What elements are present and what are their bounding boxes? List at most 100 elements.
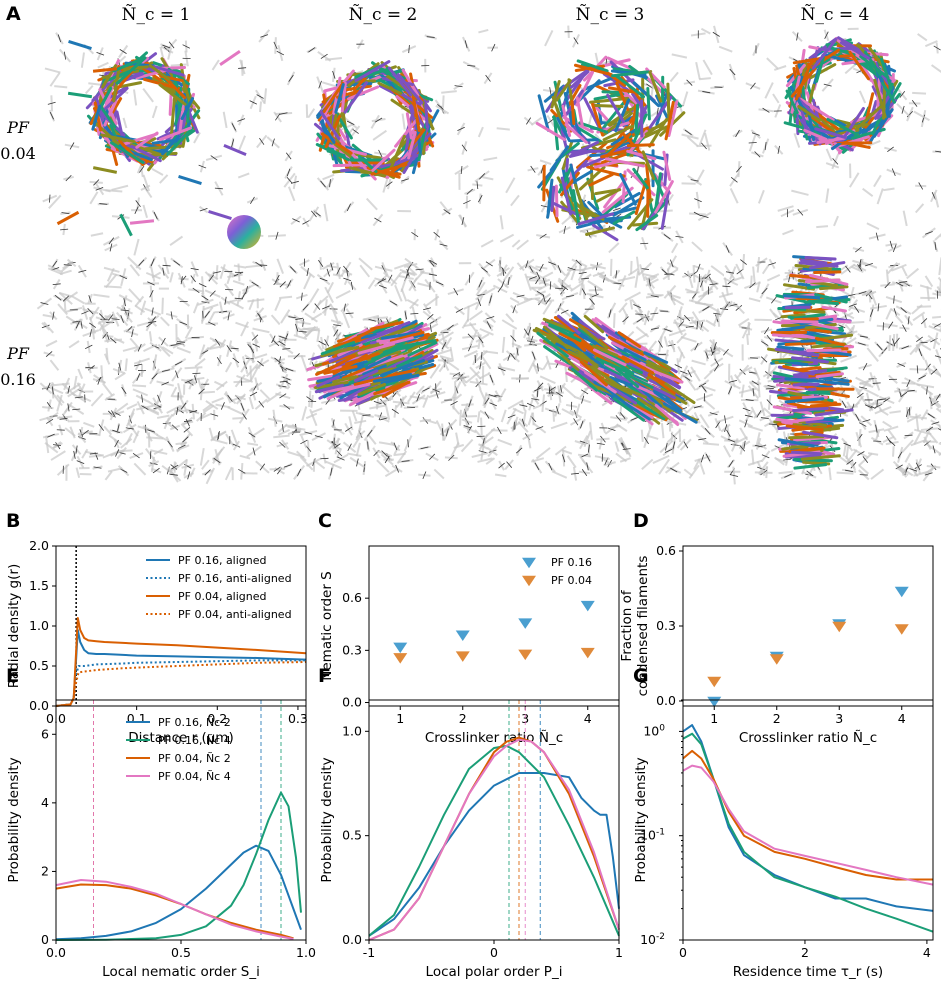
crosslinker — [415, 268, 424, 271]
crosslinker — [702, 306, 710, 311]
condensed-filament — [323, 365, 358, 375]
crosslinker — [343, 265, 349, 273]
background-filament — [54, 85, 68, 89]
background-filament — [913, 470, 930, 477]
background-filament — [537, 284, 548, 291]
crosslinker — [245, 286, 248, 294]
crosslinker — [581, 288, 587, 296]
condensed-filament — [601, 97, 628, 131]
condensed-filament — [622, 401, 651, 421]
condensed-filament — [872, 108, 894, 138]
x-axis-label: Crosslinker ratio Ñ_c — [425, 729, 563, 746]
background-filament — [483, 156, 498, 162]
background-filament — [321, 303, 332, 314]
crosslinker — [97, 376, 101, 385]
background-filament — [486, 447, 498, 457]
crosslinker — [491, 43, 496, 52]
background-filament — [782, 229, 794, 236]
crosslinker — [190, 275, 196, 283]
background-filament — [915, 413, 920, 431]
background-filament — [617, 275, 636, 282]
crosslinker — [452, 372, 461, 377]
background-filament — [704, 132, 711, 151]
background-filament — [731, 436, 748, 446]
crosslinker — [134, 206, 139, 214]
background-filament — [149, 264, 156, 282]
background-filament — [422, 418, 437, 425]
condensed-filament — [621, 355, 655, 375]
crosslinker — [876, 399, 878, 408]
crosslinker — [312, 458, 316, 467]
crosslinker — [461, 217, 465, 226]
background-filament — [469, 380, 488, 386]
condensed-filament — [158, 126, 192, 142]
condensed-filament — [556, 350, 580, 372]
background-filament — [535, 447, 551, 460]
crosslinker — [185, 379, 193, 384]
crosslinker — [256, 94, 264, 99]
background-filament — [876, 188, 884, 205]
background-filament — [50, 450, 66, 461]
y-tick-label: 0.0 — [342, 695, 362, 710]
crosslinker — [893, 295, 895, 304]
condensed-filament — [320, 341, 356, 356]
free-filament — [92, 166, 118, 174]
crosslinker — [302, 304, 309, 311]
crosslinker — [658, 340, 663, 348]
background-filament — [219, 301, 224, 314]
crosslinker — [767, 384, 776, 388]
crosslinker — [378, 278, 387, 283]
background-filament — [883, 425, 899, 432]
crosslinker — [111, 410, 116, 418]
background-filament — [480, 354, 492, 370]
crosslinker — [319, 277, 328, 282]
crosslinker — [730, 474, 739, 477]
crosslinker — [435, 390, 439, 399]
background-filament — [441, 90, 457, 94]
crosslinker — [274, 357, 281, 364]
crosslinker — [700, 214, 709, 218]
crosslinker — [54, 294, 62, 301]
background-filament — [142, 88, 154, 103]
crosslinker — [118, 362, 122, 371]
background-filament — [192, 302, 200, 314]
x-tick-label: 0.0 — [46, 945, 66, 960]
crosslinker — [607, 427, 616, 431]
data-point — [707, 696, 722, 708]
background-filament — [183, 459, 188, 476]
crosslinker — [183, 420, 192, 422]
crosslinker — [286, 168, 291, 177]
background-filament — [609, 424, 621, 430]
background-filament — [885, 308, 893, 320]
column-title: Ñ_c = 4 — [801, 4, 870, 25]
background-filament — [273, 434, 290, 439]
condensed-filament — [811, 37, 838, 70]
crosslinker — [683, 441, 689, 449]
condensed-filament — [378, 321, 411, 336]
crosslinker — [212, 271, 221, 274]
crosslinker — [714, 364, 719, 372]
free-filament — [223, 143, 247, 157]
background-filament — [259, 389, 271, 400]
condensed-filament — [578, 121, 609, 134]
crosslinker — [401, 460, 410, 462]
crosslinker — [865, 263, 873, 267]
background-filament — [702, 398, 716, 410]
series-line — [55, 883, 294, 940]
crosslinker — [575, 259, 582, 266]
background-filament — [404, 257, 418, 269]
condensed-filament — [809, 402, 842, 408]
background-filament — [301, 406, 308, 421]
crosslinker — [84, 344, 93, 350]
crosslinker — [81, 310, 89, 315]
condensed-filament — [631, 113, 648, 145]
crosslinker — [204, 469, 211, 476]
crosslinker — [306, 396, 314, 402]
background-filament — [672, 297, 685, 306]
condensed-filament — [115, 56, 147, 85]
crosslinker — [648, 278, 651, 287]
crosslinker — [897, 362, 906, 367]
background-filament — [497, 388, 507, 403]
background-filament — [859, 379, 872, 385]
